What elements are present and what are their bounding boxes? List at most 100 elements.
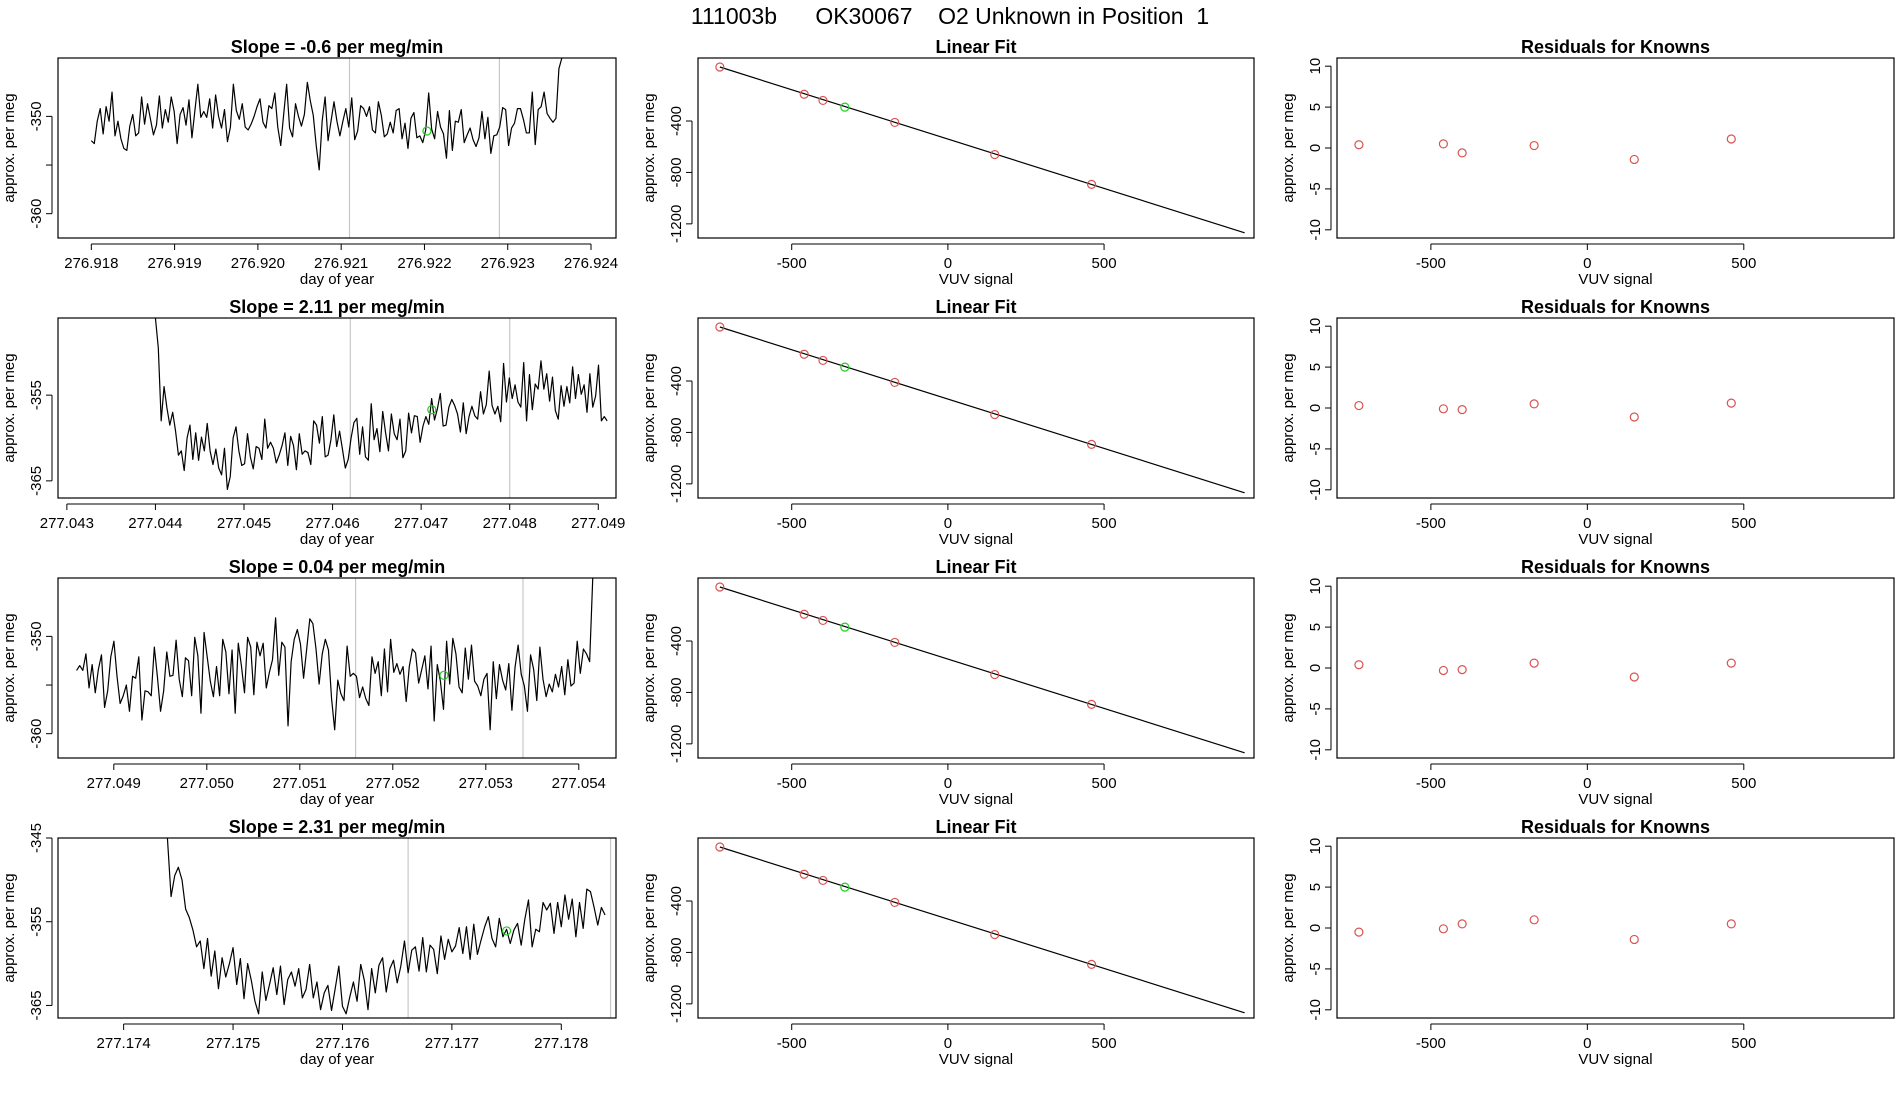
- panel-title: Linear Fit: [935, 557, 1016, 577]
- y-tick-label: -400: [668, 886, 685, 916]
- residuals-panel-row-4: -500 0 500 VUV signal 10 5 0 -5 -10 approx. per m…: [1280, 817, 1895, 1068]
- x-tick-label: -500: [777, 255, 807, 272]
- residual-point: [1726, 398, 1736, 408]
- x-tick-label: 500: [1092, 255, 1117, 272]
- known-point: [715, 322, 725, 332]
- x-tick-label: 0: [944, 255, 952, 272]
- plot-frame: [57, 317, 617, 499]
- residual-point: [1629, 934, 1639, 945]
- y-tick-label: -1200: [668, 465, 685, 503]
- panel-title: Slope = -0.6 per meg/min: [231, 37, 444, 57]
- series-line: [90, 58, 563, 171]
- plot-data: [90, 58, 563, 171]
- known-point: [1086, 439, 1097, 449]
- linear-fit-panel-row-1: -500 0 500 VUV signal -400 -800 -1200 approx. p…: [641, 37, 1255, 288]
- x-tick-label: 0: [1583, 255, 1591, 272]
- y-axis-label: approx. per meg: [641, 613, 658, 722]
- y-axis-label: approx. per meg: [1280, 613, 1297, 722]
- x-axis-label: VUV signal: [1578, 791, 1652, 808]
- residuals-panel-row-2: -500 0 500 VUV signal 10 5 0 -5 -10 approx. per m…: [1280, 297, 1895, 548]
- x-tick-label: 277.052: [366, 775, 420, 792]
- panel-title: Residuals for Knowns: [1521, 557, 1710, 577]
- residuals-panel-row-3: -500 0 500 VUV signal 10 5 0 -5 -10 approx. per m…: [1280, 557, 1895, 808]
- y-axis-label: approx. per meg: [1, 93, 18, 202]
- plot-frame: [57, 57, 617, 239]
- y-axis-label: approx. per meg: [1, 613, 18, 722]
- x-axis: -500 0 500 VUV signal: [1416, 1023, 1756, 1068]
- linear-fit-panel-row-2: -500 0 500 VUV signal -400 -800 -1200 approx. p…: [641, 297, 1255, 548]
- x-tick-label: 0: [944, 515, 952, 532]
- plot-data: [76, 578, 594, 731]
- known-point: [990, 149, 1000, 160]
- x-axis-label: VUV signal: [939, 1051, 1013, 1068]
- time-series-panel-row-4: 277.174 277.175 277.176 277.177 277.178 day o…: [1, 817, 617, 1068]
- linear-fit-panel-row-4: -500 0 500 VUV signal -400 -800 -1200 approx. p…: [641, 817, 1255, 1068]
- plot-frame: [57, 837, 617, 1019]
- x-tick-label: 277.054: [552, 775, 606, 792]
- y-tick-label: -400: [668, 106, 685, 136]
- y-tick-label: -400: [668, 626, 685, 656]
- known-point: [715, 842, 725, 852]
- residual-point: [1726, 658, 1736, 668]
- x-tick-label: 276.918: [64, 255, 118, 272]
- panel-title: Linear Fit: [935, 297, 1016, 317]
- known-point: [799, 609, 809, 619]
- series-line: [154, 318, 608, 491]
- x-tick-label: 277.049: [571, 515, 625, 532]
- y-axis-label: approx. per meg: [641, 873, 658, 982]
- x-tick-label: 277.177: [425, 1035, 479, 1052]
- x-tick-label: 277.174: [97, 1035, 151, 1052]
- x-tick-label: 276.924: [564, 255, 618, 272]
- linear-fit-panel-row-3: -500 0 500 VUV signal -400 -800 -1200 approx. p…: [641, 557, 1255, 808]
- y-tick-label: -355: [28, 907, 45, 937]
- residual-point: [1629, 154, 1639, 165]
- y-tick-label: -1200: [668, 985, 685, 1023]
- plot-data: [154, 318, 608, 491]
- y-tick-label: 5: [1307, 623, 1324, 631]
- x-tick-label: 500: [1731, 1035, 1756, 1052]
- x-tick-label: -500: [1416, 775, 1446, 792]
- x-tick-label: -500: [1416, 255, 1446, 272]
- known-point: [818, 95, 828, 106]
- plot-data: [1354, 398, 1736, 422]
- x-tick-label: 0: [944, 1035, 952, 1052]
- plot-frame: [697, 577, 1255, 759]
- y-tick-label: -10: [1307, 219, 1324, 241]
- y-tick-label: -5: [1307, 182, 1324, 195]
- y-tick-label: 0: [1307, 924, 1324, 932]
- plot-frame: [57, 577, 617, 759]
- unknown-point: [427, 405, 437, 415]
- x-tick-label: 500: [1731, 775, 1756, 792]
- known-point: [818, 615, 828, 626]
- fit-line: [719, 586, 1245, 754]
- unknown-point: [840, 882, 850, 892]
- y-tick-label: -1200: [668, 205, 685, 243]
- plot-data: [166, 838, 606, 1015]
- x-tick-label: 277.048: [483, 515, 537, 532]
- x-tick-label: 277.053: [459, 775, 513, 792]
- residual-point: [1629, 672, 1639, 682]
- x-tick-label: 276.919: [147, 255, 201, 272]
- y-tick-label: -360: [28, 199, 45, 229]
- x-tick-label: 500: [1092, 1035, 1117, 1052]
- fit-line: [719, 66, 1245, 234]
- known-point: [818, 355, 828, 366]
- x-tick-label: 277.176: [315, 1035, 369, 1052]
- y-tick-label: -10: [1307, 999, 1324, 1021]
- x-tick-label: 277.050: [180, 775, 234, 792]
- plot-data: [1354, 658, 1736, 682]
- x-tick-label: 0: [1583, 515, 1591, 532]
- unknown-point: [840, 102, 850, 112]
- y-tick-label: -365: [28, 466, 45, 496]
- y-tick-label: -345: [28, 823, 45, 853]
- y-tick-label: 5: [1307, 363, 1324, 371]
- x-axis: -500 0 500 VUV signal: [1416, 763, 1756, 808]
- x-tick-label: -500: [777, 775, 807, 792]
- y-tick-label: 10: [1307, 318, 1324, 335]
- time-series-panel-row-2: 277.043 277.044 277.045 277.046 277.047 277.0…: [1, 297, 625, 548]
- x-axis: 276.918 276.919 276.920 276.921 276.922 276.9…: [64, 243, 618, 288]
- residual-point: [1438, 404, 1448, 414]
- x-tick-label: 500: [1092, 775, 1117, 792]
- plot-frame: [1336, 837, 1895, 1019]
